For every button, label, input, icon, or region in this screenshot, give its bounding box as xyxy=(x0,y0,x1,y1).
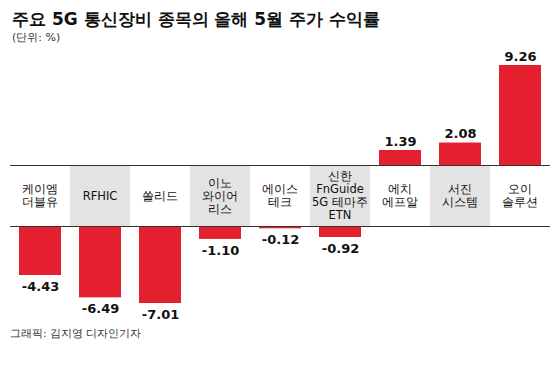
html-text:이노 와이어 리스: 이노 와이어 리스 xyxy=(202,175,238,216)
html-text:케이엠 더블유: 케이엠 더블유 xyxy=(22,182,58,209)
html-text:에이스 테크: 에이스 테크 xyxy=(262,182,298,209)
svg-text:-1.10: -1.10 xyxy=(202,243,239,258)
svg-text:-0.92: -0.92 xyxy=(322,241,359,256)
svg-text:-4.43: -4.43 xyxy=(22,279,59,294)
html-text:에치 에프알: 에치 에프알 xyxy=(382,182,418,209)
svg-text:-0.12: -0.12 xyxy=(262,232,299,247)
html-text:그래픽: 김지영 디자인기자: 그래픽: 김지영 디자인기자 xyxy=(10,327,142,339)
svg-text:9.26: 9.26 xyxy=(504,49,536,64)
html-text:쏠리드: 쏠리드 xyxy=(142,188,178,203)
svg-text:-6.49: -6.49 xyxy=(82,301,119,316)
html-text:주요 5G 통신장비 종목의 올해 5월 주가 수익률: 주요 5G 통신장비 종목의 올해 5월 주가 수익률 xyxy=(12,9,380,29)
html-text:신한 FnGuide 5G 테마주 ETN: 신한 FnGuide 5G 테마주 ETN xyxy=(312,169,368,222)
svg-text:2.08: 2.08 xyxy=(444,126,476,141)
svg-text:-7.01: -7.01 xyxy=(142,307,179,322)
html-text:오이 솔루션: 오이 솔루션 xyxy=(502,182,538,209)
html-text:(단위: %): (단위: %) xyxy=(12,31,61,44)
html-text:서진 시스템: 서진 시스템 xyxy=(442,182,478,209)
svg-text:1.39: 1.39 xyxy=(384,134,416,149)
html-text:RFHIC: RFHIC xyxy=(82,188,118,203)
